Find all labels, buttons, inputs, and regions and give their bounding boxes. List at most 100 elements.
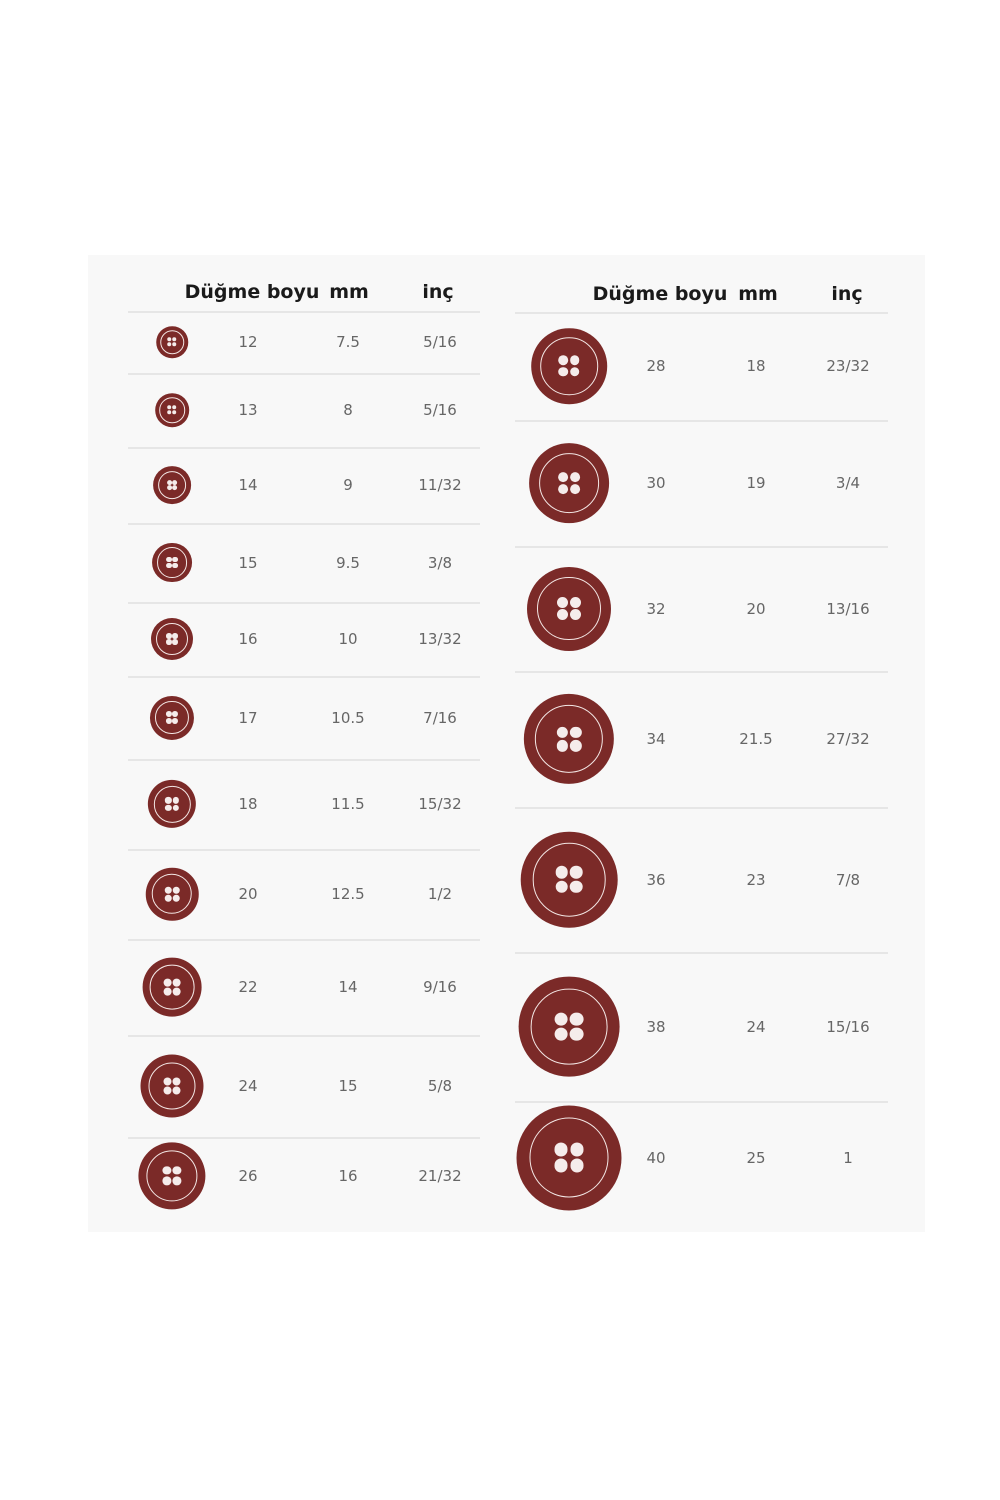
button-hole [165, 711, 172, 718]
cell-inch: 27/32 [826, 730, 870, 748]
button-hole [163, 1086, 172, 1095]
cell-mm: 10.5 [331, 708, 365, 727]
button-hole [172, 804, 179, 811]
cell-inch: 21/32 [418, 1166, 462, 1185]
button-hole [172, 797, 179, 804]
row-divider [515, 1101, 888, 1103]
button-hole [172, 485, 178, 491]
button-hole [172, 1086, 181, 1095]
button-rim [540, 337, 598, 395]
button-hole [166, 562, 172, 569]
row-divider [515, 312, 888, 314]
button-hole [172, 987, 181, 996]
cell-mm: 24 [746, 1017, 766, 1036]
cell-inch: 5/16 [423, 333, 457, 351]
cell-size: 30 [646, 474, 666, 492]
cell-mm: 23 [746, 870, 766, 889]
cell-inch: 5/8 [427, 1077, 453, 1095]
cell-inch: 11/32 [418, 476, 462, 494]
cell-mm: 16 [338, 1166, 358, 1185]
button-icon [149, 695, 195, 740]
button-rim [155, 700, 189, 735]
button-rim [538, 452, 600, 514]
cell-mm: 7.5 [336, 333, 360, 351]
cell-mm: 12.5 [331, 885, 365, 903]
button-hole [164, 886, 172, 894]
button-hole [557, 483, 569, 495]
button-icon [516, 1105, 622, 1210]
button-icon [156, 326, 188, 358]
button-icon [145, 867, 199, 921]
button-hole [166, 479, 172, 485]
button-hole [166, 556, 172, 563]
button-icon [140, 1054, 204, 1118]
cell-mm: 9.5 [336, 553, 360, 572]
button-hole [172, 711, 179, 718]
button-hole [555, 865, 569, 879]
cell-size: 18 [238, 795, 258, 813]
row-divider [128, 759, 480, 761]
button-hole [167, 410, 172, 415]
button-hole [569, 366, 580, 377]
cell-inch: 1 [843, 1148, 853, 1167]
button-rim [146, 1149, 198, 1202]
button-hole [172, 556, 178, 563]
cell-inch: 3/4 [835, 474, 861, 492]
button-hole [172, 410, 177, 415]
button-hole [172, 562, 178, 569]
cell-mm: 20 [746, 599, 766, 618]
button-icon [523, 693, 615, 785]
row-divider [515, 952, 888, 954]
button-hole [569, 865, 583, 879]
cell-mm: 15 [338, 1077, 358, 1095]
header-size: Düğme boyu [592, 283, 728, 305]
button-icon [147, 779, 197, 829]
button-hole [172, 337, 177, 342]
button-hole [554, 1027, 568, 1041]
button-hole [172, 1166, 182, 1175]
button-hole [569, 596, 581, 608]
button-hole [554, 1158, 568, 1173]
button-hole [555, 880, 569, 893]
button-icon [138, 1141, 206, 1210]
cell-inch: 15/32 [418, 795, 462, 813]
button-hole [554, 1012, 568, 1026]
row-divider [128, 311, 480, 313]
cell-mm: 18 [746, 357, 766, 375]
button-hole [569, 483, 581, 495]
button-hole [172, 405, 177, 410]
button-hole [167, 337, 172, 342]
cell-size: 22 [238, 978, 258, 996]
button-icon [529, 443, 609, 523]
row-divider [128, 447, 480, 449]
button-icon [518, 976, 620, 1077]
button-icon [520, 831, 618, 928]
cell-size: 17 [238, 708, 258, 727]
button-hole [163, 978, 172, 987]
button-hole [167, 342, 172, 347]
row-divider [515, 420, 888, 422]
button-hole [569, 609, 581, 621]
cell-inch: 3/8 [427, 553, 453, 572]
cell-mm: 19 [746, 474, 766, 492]
cell-inch: 1/2 [427, 885, 453, 903]
button-hole [163, 1077, 172, 1086]
row-divider [515, 807, 888, 809]
button-hole [556, 739, 569, 752]
button-hole [166, 639, 172, 645]
cell-inch: 5/16 [423, 401, 457, 419]
button-hole [569, 880, 583, 893]
header-inch: inç [422, 281, 454, 303]
button-icon [151, 618, 193, 660]
cell-mm: 11.5 [331, 795, 365, 813]
cell-size: 28 [646, 357, 666, 375]
cell-inch: 13/32 [418, 630, 462, 648]
cell-inch: 9/16 [423, 978, 457, 996]
cell-size: 38 [646, 1017, 666, 1036]
button-hole [172, 479, 178, 485]
cell-size: 34 [646, 730, 666, 748]
button-hole [172, 717, 179, 724]
cell-mm: 8 [343, 401, 353, 419]
button-hole [163, 987, 172, 996]
button-hole [172, 1077, 181, 1086]
